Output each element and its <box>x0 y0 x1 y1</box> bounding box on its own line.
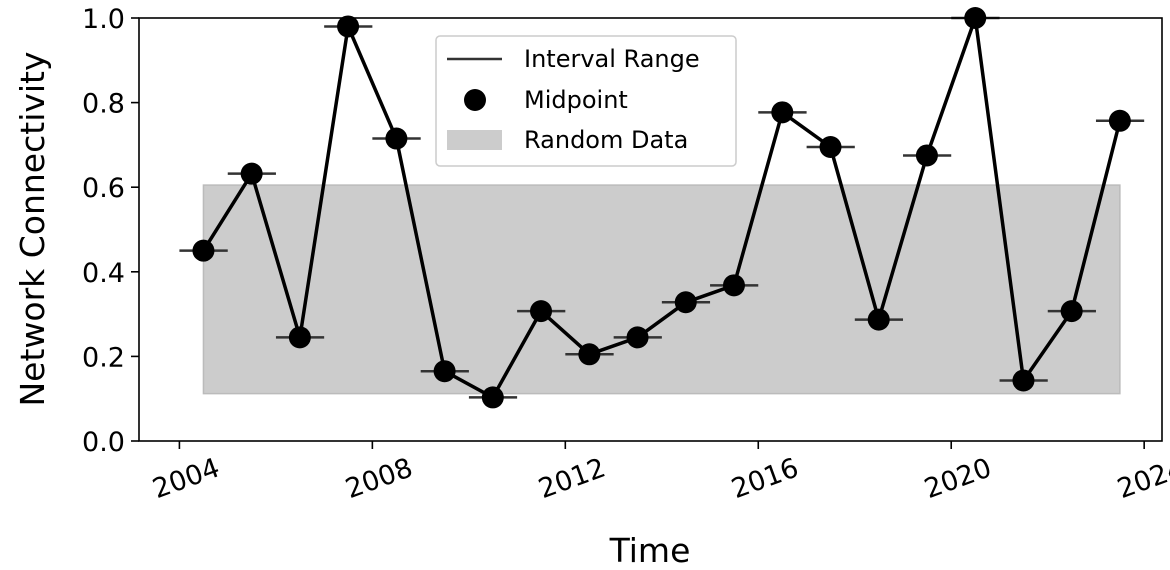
midpoint-marker <box>674 291 697 314</box>
midpoint-marker <box>771 101 794 124</box>
midpoint-marker <box>915 144 938 167</box>
midpoint-marker <box>1012 369 1035 392</box>
midpoint-marker <box>385 127 408 150</box>
midpoint-marker <box>867 308 890 331</box>
midpoint-marker <box>819 136 842 159</box>
midpoint-marker <box>1108 109 1131 132</box>
midpoint-marker <box>240 162 263 185</box>
midpoint-marker <box>433 360 456 383</box>
y-tick-label: 0.4 <box>82 258 125 289</box>
y-tick-label: 0.2 <box>82 342 125 373</box>
y-axis-label: Network Connectivity <box>13 51 52 406</box>
midpoint-marker <box>626 326 649 349</box>
y-axis-ticks: 0.0 0.2 0.4 0.6 0.8 1.0 <box>82 4 139 458</box>
midpoint-marker <box>530 300 553 323</box>
x-axis-label: Time <box>609 531 691 570</box>
legend-entry-random-data: Random Data <box>524 126 688 154</box>
random-data-band <box>202 184 1121 395</box>
legend-entry-interval-range: Interval Range <box>524 45 700 73</box>
midpoint-series-line <box>201 16 1122 400</box>
midpoint-marker <box>578 343 601 366</box>
midpoint-marker <box>481 386 504 409</box>
midpoint-marker <box>722 274 745 297</box>
band-layer <box>202 184 1121 395</box>
line-layer <box>201 16 1122 400</box>
plot-frame <box>138 17 1163 442</box>
legend: Interval Range Midpoint Random Data <box>435 35 737 167</box>
midpoint-marker <box>1060 300 1083 323</box>
legend-entry-midpoint: Midpoint <box>524 86 628 114</box>
legend-midpoint-swatch <box>464 89 486 111</box>
y-tick-label: 0.6 <box>82 173 125 204</box>
y-tick-label: 1.0 <box>82 4 125 35</box>
midpoint-marker <box>192 239 215 262</box>
legend-frame <box>435 35 737 167</box>
y-tick-label: 0.0 <box>82 427 125 458</box>
y-tick-label: 0.8 <box>82 89 125 120</box>
midpoint-marker <box>337 15 360 38</box>
point-layer <box>192 7 1131 409</box>
legend-band-swatch <box>447 130 502 150</box>
midpoint-marker <box>288 326 311 349</box>
